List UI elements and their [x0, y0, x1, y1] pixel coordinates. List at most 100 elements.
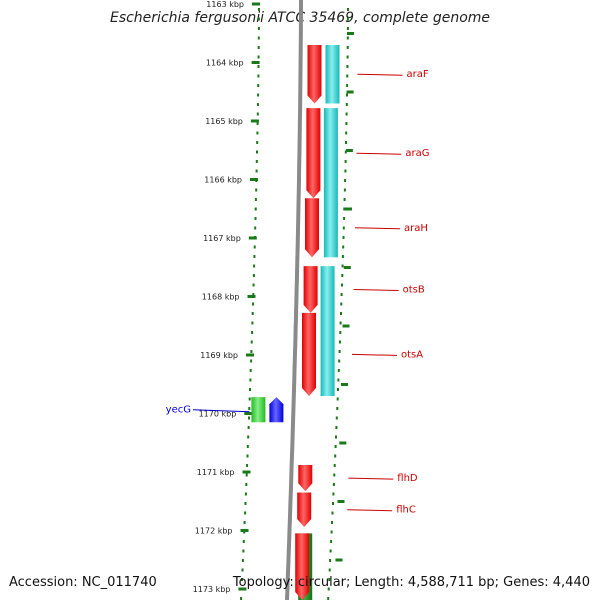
right-guide-dot [342, 245, 345, 249]
ruler-minor-tick [345, 207, 352, 211]
gene-label: araG [405, 148, 429, 159]
left-guide-dot [245, 483, 248, 486]
gene-arrow [303, 266, 318, 313]
right-guide-dot [341, 255, 344, 258]
left-guide-dot [252, 283, 255, 287]
left-guide-dot [245, 473, 248, 477]
left-guide-dot [251, 331, 254, 334]
ruler-tick [248, 236, 257, 240]
right-guide-dot [343, 217, 346, 220]
left-guide-dot [247, 435, 250, 439]
left-guide-dot [248, 407, 251, 410]
right-guide-dot [327, 587, 330, 591]
left-guide-dot [252, 302, 254, 306]
gene-leader-line [347, 509, 393, 512]
left-guide-dot [251, 312, 254, 315]
right-guide-dot [331, 511, 334, 515]
right-guide-dot [344, 150, 347, 154]
ruler-tick-label: 1169 kbp [200, 351, 238, 360]
left-guide-dot [242, 549, 245, 553]
left-guide-dot [256, 131, 259, 135]
right-guide-dot [332, 492, 335, 496]
left-guide-dot [241, 559, 244, 562]
operon-block [320, 266, 335, 396]
gene-arrow [297, 492, 312, 527]
gene-leader-line [351, 353, 398, 356]
operon-block [323, 108, 338, 258]
gene-arrow [298, 465, 313, 492]
ruler-minor-tick [341, 383, 348, 386]
left-guide-dot [250, 359, 253, 363]
right-guide-dot [346, 17, 349, 21]
left-guide-dot [256, 122, 259, 125]
ruler-minor-tick [347, 32, 354, 35]
ruler-minor-tick [339, 441, 347, 445]
left-guide-dot [254, 207, 257, 211]
right-guide-dot [345, 103, 348, 106]
left-guide-dot [257, 74, 260, 78]
right-guide-dot [341, 274, 344, 277]
left-guide-dot [256, 103, 259, 106]
right-guide-dot [346, 27, 349, 30]
ruler-tick [244, 412, 253, 415]
right-guide-dot [346, 93, 348, 97]
right-guide-dot [334, 445, 337, 448]
left-guide-dot [241, 578, 243, 581]
gene-leader-line [353, 289, 399, 291]
left-guide-dot [244, 502, 247, 505]
gene-arrow [307, 45, 322, 104]
left-guide-dot [247, 426, 250, 429]
left-guide-dot [254, 198, 257, 201]
right-guide-dot [333, 473, 336, 477]
right-guide-dot [341, 283, 343, 287]
left-guide-dot [244, 511, 247, 515]
minus-feature-block [251, 397, 266, 423]
left-guide-dot [241, 568, 244, 572]
left-guide-dot [253, 245, 256, 249]
left-guide-dot [254, 217, 257, 220]
right-guide-dot [333, 464, 336, 467]
right-guide-dot [338, 350, 341, 353]
right-guide-dot [339, 331, 342, 334]
gene-leader-line [357, 73, 403, 76]
right-guide-dot [340, 302, 343, 306]
right-guide-dot [340, 312, 342, 315]
left-guide-dot [258, 8, 260, 11]
genome-summary-text: Topology: circular; Length: 4,588,711 bp… [232, 575, 590, 590]
left-guide-dot [257, 27, 260, 30]
right-guide-dot [344, 160, 347, 163]
right-guide-dot [345, 122, 348, 125]
right-guide-dot [342, 226, 345, 230]
ruler-tick [246, 353, 254, 357]
left-guide-dot [242, 540, 245, 543]
left-guide-dot [243, 521, 246, 524]
right-guide-dot [337, 369, 340, 372]
ruler-tick [238, 587, 247, 591]
right-guide-dot [336, 407, 339, 410]
left-guide-dot [249, 388, 251, 391]
gene-arrow [269, 397, 284, 423]
gene-leader-line [348, 477, 394, 480]
left-guide-dot [246, 464, 249, 467]
right-guide-dot [329, 559, 332, 562]
gene-label: otsA [401, 349, 423, 360]
right-guide-dot [346, 74, 349, 78]
right-guide-dot [345, 131, 348, 135]
left-guide-dot [240, 597, 243, 600]
gene-label: flhD [397, 473, 418, 484]
right-guide-dot [335, 416, 338, 420]
ruler-tick-label: 1166 kbp [204, 176, 242, 185]
right-guide-dot [337, 378, 340, 382]
left-guide-dot [257, 65, 260, 68]
ruler-tick [240, 529, 249, 532]
left-guide-dot [255, 188, 258, 192]
left-guide-dot [254, 226, 257, 230]
left-guide-dot [250, 350, 253, 353]
gene-arrow [306, 108, 321, 199]
right-guide-dot [343, 188, 346, 192]
left-guide-dot [255, 160, 258, 163]
right-guide-dot [328, 568, 331, 572]
ruler-tick [250, 178, 258, 181]
gene-leader-line [192, 409, 250, 413]
